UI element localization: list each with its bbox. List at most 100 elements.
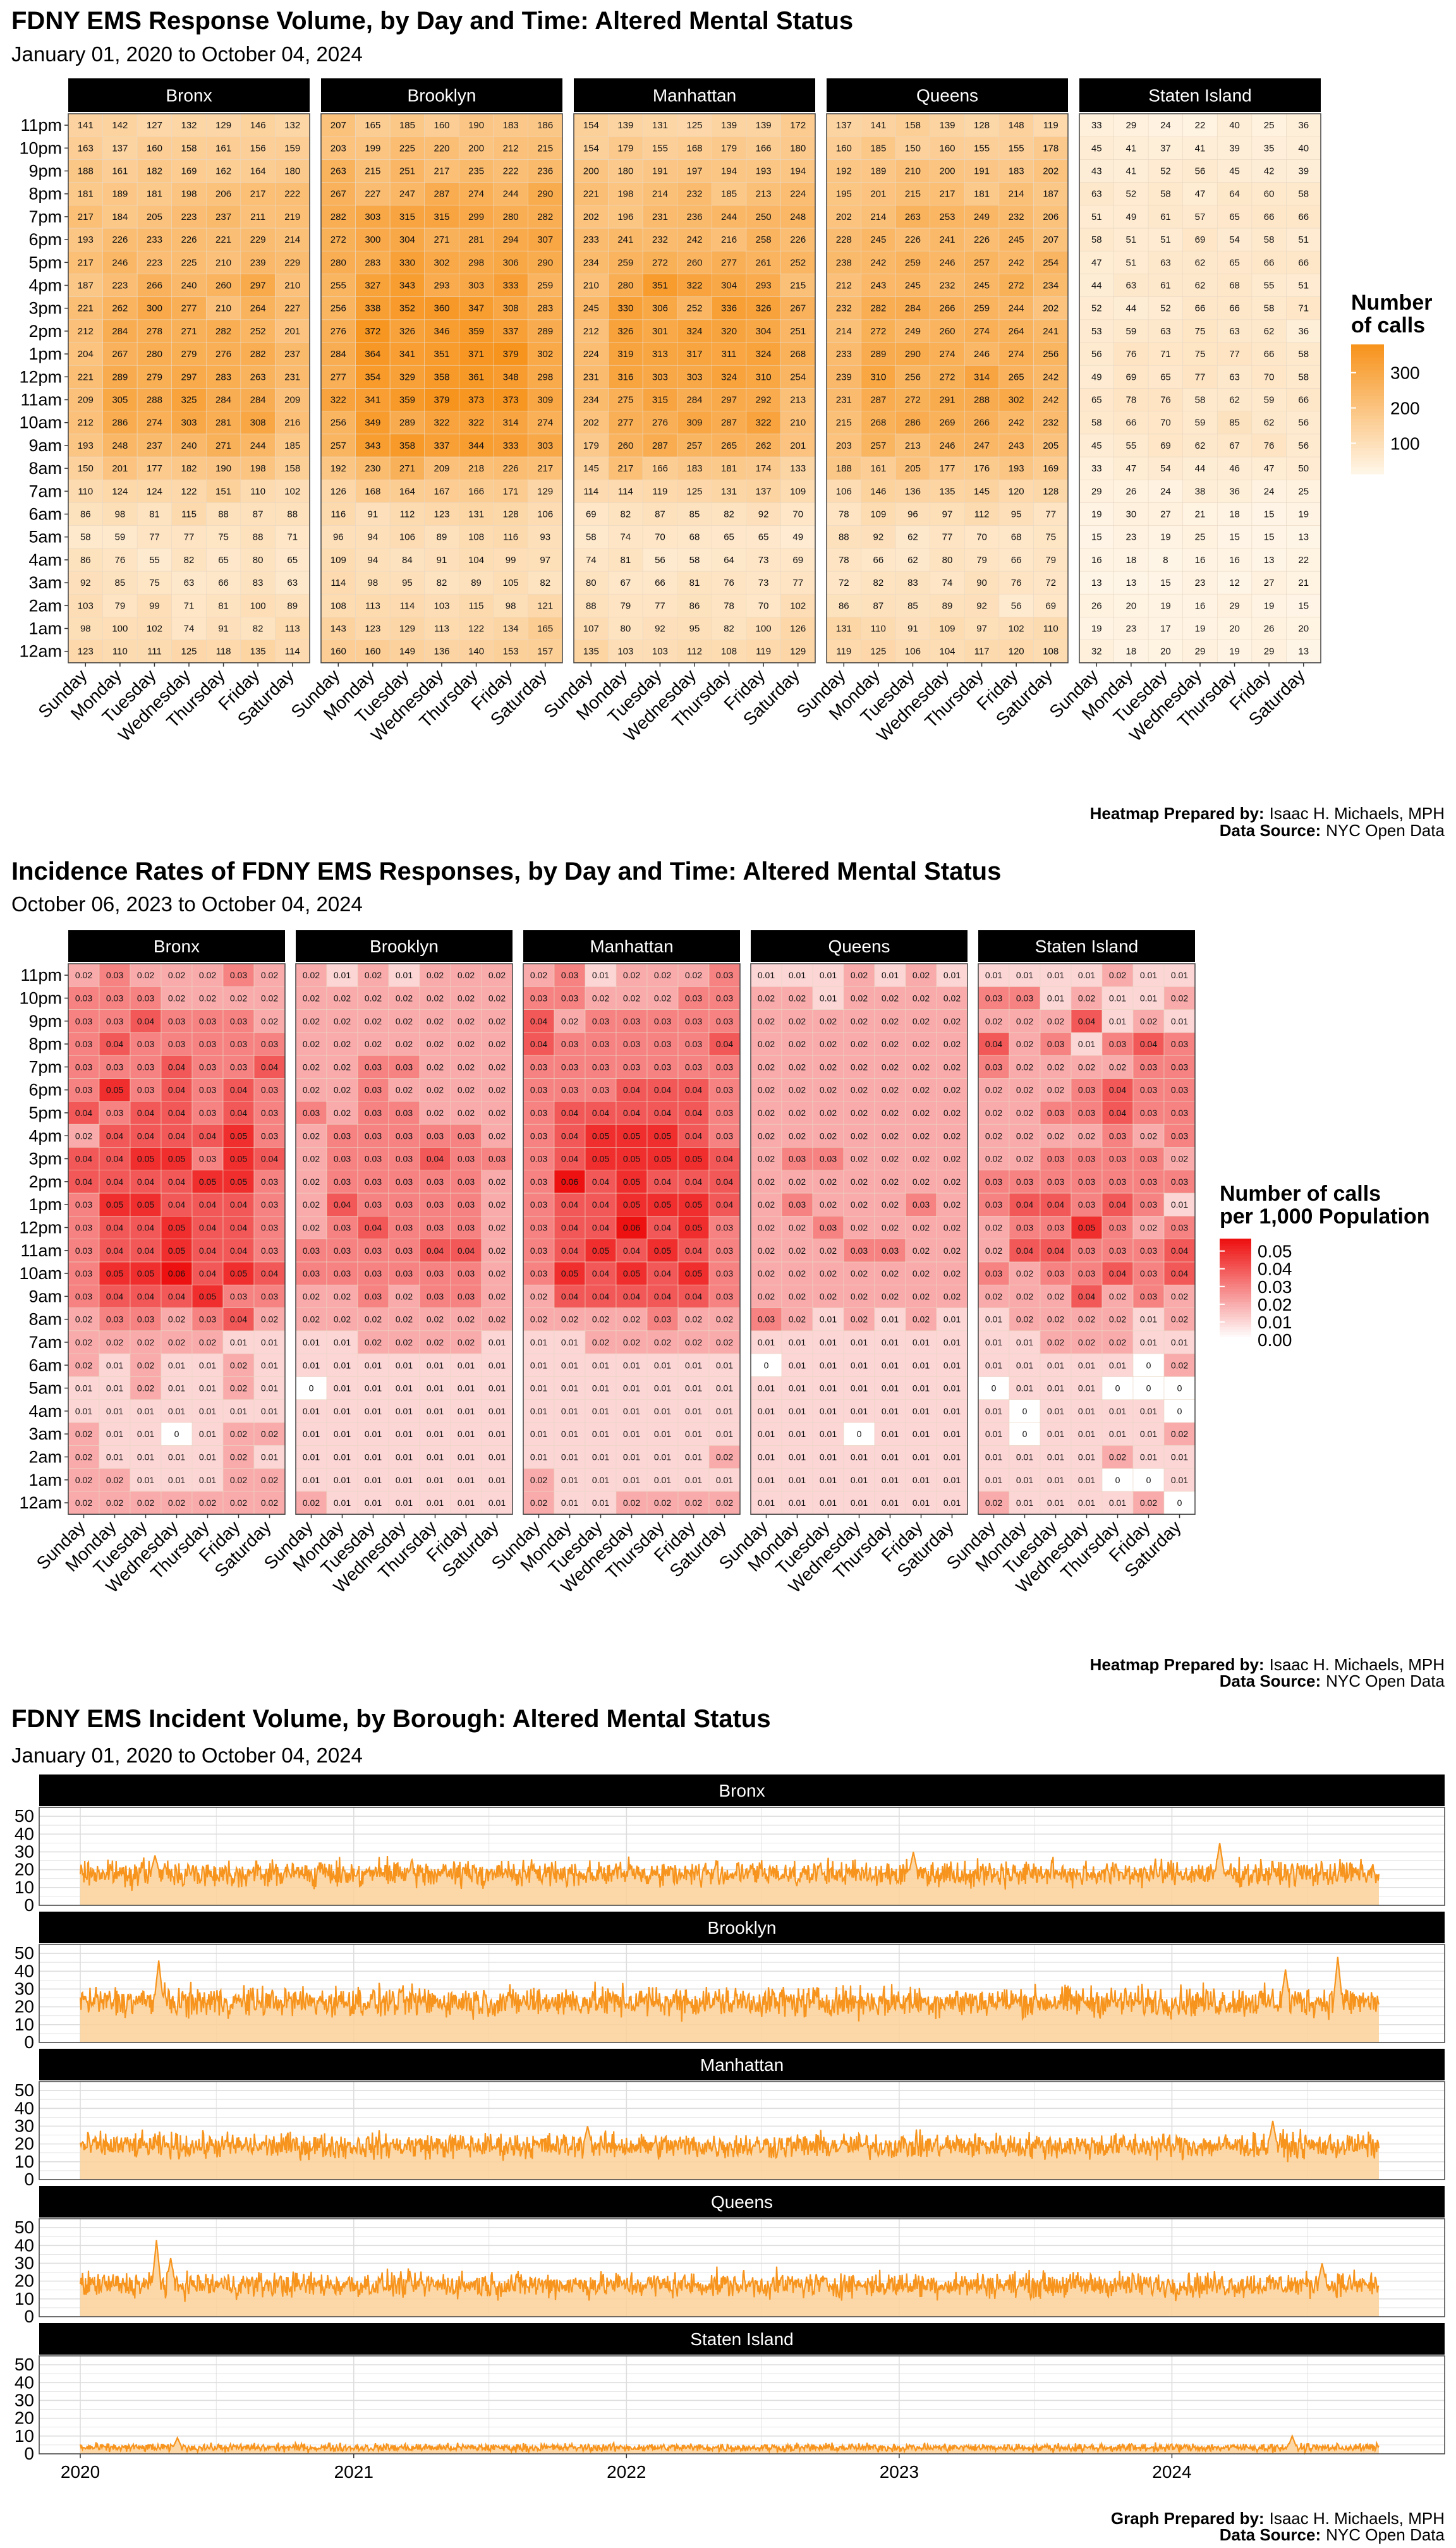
heatmap-cell [102,593,138,617]
cell-label: 325 [181,395,197,406]
heatmap-cell [388,986,420,1010]
legend-gradient-step [1220,1335,1251,1338]
cell-label: 0.02 [851,1108,868,1118]
cell-label: 0.01 [106,1406,123,1416]
cell-label: 0.02 [882,1199,899,1210]
cell-label: 0.02 [758,1039,775,1049]
cell-label: 52 [1091,303,1102,314]
heatmap-cell [677,1284,710,1308]
heatmap-cell [905,1376,937,1400]
cell-label: 0.04 [230,1314,247,1325]
legend-gradient-step [1351,351,1384,355]
cell-label: 57 [1195,212,1206,222]
cell-label: 52 [1126,189,1137,200]
cell-label: 0.01 [1140,970,1157,980]
cell-label: 0.02 [230,1452,247,1462]
cell-label: 204 [78,349,94,360]
cell-label: 215 [537,143,553,154]
heatmap-cell [295,1399,327,1423]
cell-label: 80 [586,578,597,588]
panel-label: Brooklyn [408,86,476,106]
heatmap-cell [1251,319,1287,343]
cell-label: 0.02 [820,1246,837,1256]
cell-label: 187 [78,281,94,291]
cell-label: 0.02 [943,1154,961,1164]
cell-label: 12 [1229,578,1240,588]
cell-label: 0.01 [261,1360,278,1370]
heatmap-cell [205,593,241,617]
cell-label: 336 [721,303,737,314]
cell-label: 77 [1229,349,1240,360]
cell-label: 314 [974,372,990,382]
heatmap-cell [389,571,425,595]
heatmap-cell [205,250,241,274]
cell-label: 164 [250,166,266,177]
cell-label: 0.01 [106,1429,123,1439]
cell-label: 373 [468,395,484,406]
cell-label: 112 [974,509,990,520]
heatmap-cell [998,411,1034,435]
legend-gradient-step [1220,1282,1251,1285]
heatmap-cell [171,319,207,343]
heatmap-cell [424,250,459,274]
cell-label: 0.02 [789,1246,806,1256]
heatmap-cell [750,1170,782,1194]
legend-gradient-step [1220,1332,1251,1335]
heatmap-cell [191,1445,224,1469]
heatmap-cell [528,342,563,366]
heatmap-cell [905,1078,937,1102]
legend-gradient-step [1220,1277,1251,1280]
cell-label: 0.01 [943,1498,961,1508]
heatmap-cell [1148,136,1184,160]
cell-label: 0.01 [1140,993,1157,1003]
cell-label: 0.04 [75,1154,92,1164]
cell-label: 293 [756,281,772,291]
cell-label: 0.05 [561,1268,578,1278]
cell-label: 0.03 [106,993,123,1003]
cell-label: 260 [215,281,231,291]
cell-label: 222 [503,166,519,177]
cell-label: 77 [184,532,195,543]
cell-label: 19 [1091,509,1102,520]
heatmap-cell [750,1216,782,1239]
heatmap-cell [1251,205,1287,229]
cell-label: 95 [689,624,700,634]
heatmap-cell [493,365,528,389]
cell-label: 263 [250,372,266,382]
heatmap-cell [171,548,207,572]
cell-label: 110 [78,486,93,497]
heatmap-cell [874,1284,906,1308]
cell-label: 139 [756,120,772,131]
cell-label: 303 [686,372,702,382]
legend-gradient-step [1220,1312,1251,1315]
heatmap-cell [677,617,712,640]
cell-label: 0.02 [303,1062,320,1072]
heatmap-cell [711,411,747,435]
heatmap-cell [677,1239,710,1263]
cell-label: 69 [792,555,803,566]
cell-label: 228 [836,234,852,245]
heatmap-cell [746,274,781,297]
heatmap-cell [171,479,207,503]
cell-label: 0.02 [623,1314,640,1325]
heatmap-cell [646,963,679,987]
cell-label: 91 [437,555,447,566]
cell-label: 0.01 [75,1383,92,1393]
cell-label: 276 [331,326,346,337]
cell-label: 70 [1160,418,1171,428]
cell-label: 0.01 [488,1475,506,1485]
cell-label: 55 [1264,281,1275,291]
heatmap-cell [964,456,1000,480]
heatmap-cell [936,963,968,987]
heatmap-cell [874,1170,906,1194]
cell-label: 0.03 [530,1062,547,1072]
cell-label: 0.02 [137,1337,154,1347]
heatmap-cell [130,1147,162,1171]
heatmap-cell [616,1032,648,1056]
cell-label: 66 [1229,303,1240,314]
cell-label: 0.03 [137,1062,154,1072]
heatmap-cell [1216,342,1253,366]
cell-label: 257 [331,440,346,451]
heatmap-cell [998,456,1034,480]
